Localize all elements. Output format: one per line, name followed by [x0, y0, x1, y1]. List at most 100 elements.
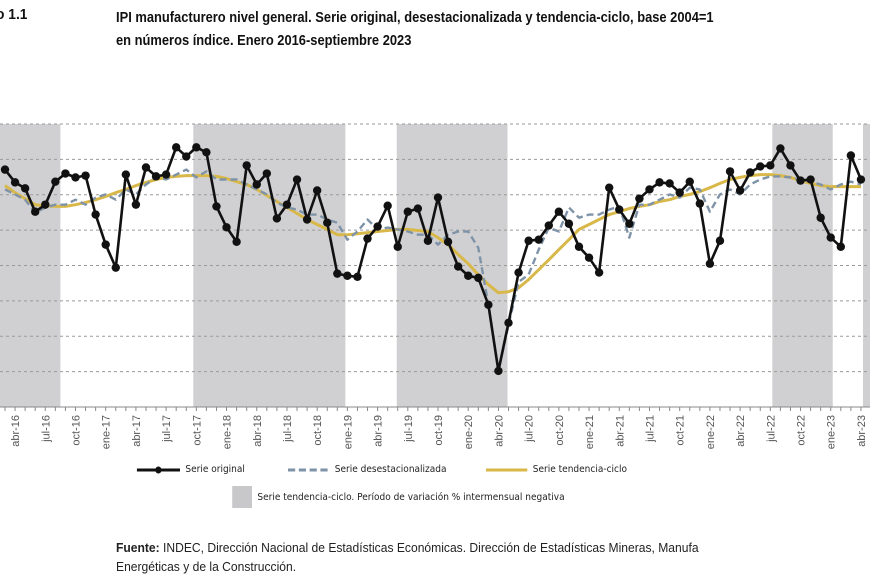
data-point-original — [111, 263, 120, 272]
data-point-original — [786, 161, 795, 170]
data-point-original — [101, 240, 110, 249]
x-tick-label: oct-16 — [70, 415, 82, 446]
data-point-original — [745, 168, 755, 177]
data-point-original — [514, 268, 523, 277]
legend-swatch-shaded — [232, 486, 252, 508]
legend-label-shaded: Serie tendencia-ciclo. Período de variac… — [257, 491, 565, 503]
data-point-original — [665, 179, 674, 188]
data-point-original — [252, 180, 261, 189]
source-text-line2: Energéticas y de la Construcción. — [116, 559, 297, 574]
legend-item-shaded: Serie tendencia-ciclo. Período de variac… — [232, 486, 565, 508]
data-point-original — [443, 237, 453, 246]
x-tick-label: jul-19 — [403, 415, 415, 443]
x-axis: abr-16 jul-16 oct-16 ene-17 abr-17 jul-17 oct-… — [0, 406, 870, 449]
data-point-original — [625, 219, 634, 228]
data-point-original — [615, 205, 624, 214]
legend-item-original: Serie original — [136, 464, 245, 475]
data-point-original — [312, 186, 322, 195]
series-markers — [0, 143, 866, 376]
data-point-original — [856, 175, 866, 184]
data-point-original — [564, 219, 574, 228]
data-point-original — [705, 259, 715, 268]
data-point-original — [292, 175, 302, 184]
data-point-original — [494, 366, 503, 376]
x-tick-label: oct-21 — [675, 415, 687, 446]
data-point-original — [685, 177, 694, 186]
data-point-original — [403, 207, 412, 216]
x-tick-label: ene-17 — [101, 415, 113, 449]
data-point-original — [826, 233, 835, 242]
data-point-original — [0, 165, 10, 174]
data-point-original — [71, 173, 80, 182]
data-point-original — [171, 143, 181, 152]
data-point-original — [474, 273, 483, 283]
data-point-original — [554, 207, 564, 216]
x-tick-label: oct-20 — [554, 415, 566, 446]
x-tick-label: jul-18 — [282, 415, 294, 443]
data-point-original — [232, 237, 241, 246]
x-tick-label: jul-20 — [524, 415, 536, 443]
legend-item-deseasonalized: Serie desestacionalizada — [288, 464, 447, 475]
figure-number: o 1.1 — [0, 6, 28, 23]
data-point-original — [776, 144, 785, 153]
data-point-original — [323, 218, 332, 227]
data-point-original — [51, 177, 60, 186]
data-point-original — [81, 171, 90, 180]
data-point-original — [796, 176, 805, 185]
data-point-original — [725, 167, 735, 176]
data-point-original — [393, 242, 402, 251]
data-point-original — [91, 210, 100, 219]
x-tick-label: abr-17 — [131, 415, 143, 447]
x-tick-label: ene-19 — [342, 415, 354, 449]
legend-label-deseasonalized: Serie desestacionalizada — [334, 464, 447, 475]
data-point-original — [675, 188, 684, 197]
data-point-original — [715, 236, 725, 245]
data-point-original — [202, 148, 211, 157]
data-point-original — [151, 172, 161, 181]
x-tick-label: abr-18 — [252, 415, 264, 447]
source-note: Fuente: INDEC, Dirección Nacional de Est… — [116, 538, 699, 576]
data-point-original — [453, 262, 463, 271]
chart-title-line1: IPI manufacturero nivel general. Serie o… — [116, 9, 714, 26]
data-point-original — [61, 169, 70, 178]
legend-swatch-trend — [486, 468, 528, 471]
x-tick-label: ene-23 — [826, 415, 838, 449]
data-point-original — [41, 200, 50, 209]
x-tick-label: ene-18 — [222, 415, 234, 449]
chart-title-line2: en números índice. Enero 2016-septiembre… — [116, 32, 412, 49]
data-point-original — [534, 235, 543, 244]
data-point-original — [383, 201, 392, 210]
data-point-original — [816, 213, 825, 222]
legend-swatch-original — [136, 466, 180, 473]
x-tick-label: jul-21 — [644, 415, 656, 443]
x-tick-label: jul-22 — [765, 415, 777, 443]
data-point-original — [524, 236, 533, 245]
data-point-original — [655, 178, 664, 187]
x-tick-label: oct-18 — [312, 415, 324, 446]
data-point-original — [423, 236, 433, 245]
x-tick-label: abr-22 — [735, 415, 747, 447]
data-point-original — [272, 214, 282, 223]
legend-label-original: Serie original — [185, 464, 245, 475]
data-point-original — [31, 207, 40, 216]
data-point-original — [484, 300, 493, 309]
data-point-original — [212, 202, 221, 211]
x-tick-label: abr-23 — [856, 415, 868, 447]
data-point-original — [766, 161, 775, 170]
x-tick-label: abr-20 — [493, 415, 505, 447]
data-point-original — [584, 253, 594, 262]
x-tick-label: oct-17 — [191, 415, 203, 446]
data-point-original — [645, 185, 654, 194]
x-tick-label: jul-16 — [40, 415, 52, 443]
data-point-original — [413, 204, 423, 213]
data-point-original — [121, 170, 131, 179]
data-point-original — [464, 271, 473, 280]
data-point-original — [242, 161, 251, 170]
data-point-original — [836, 242, 846, 251]
x-tick-label: abr-21 — [614, 415, 626, 447]
data-point-original — [161, 170, 171, 179]
legend-item-trend: Serie tendencia-ciclo — [486, 464, 627, 475]
data-point-original — [302, 215, 312, 224]
data-point-original — [806, 175, 815, 184]
data-point-original — [192, 143, 201, 152]
